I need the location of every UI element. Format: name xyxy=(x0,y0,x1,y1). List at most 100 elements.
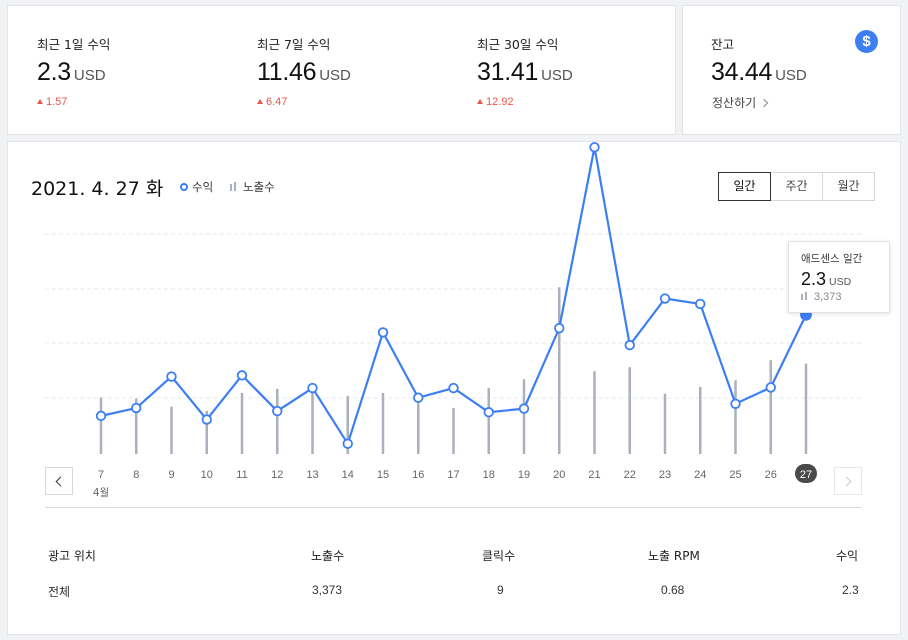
revenue-point xyxy=(272,405,283,417)
stat-unit: USD xyxy=(319,67,351,84)
x-tick-label: 24 xyxy=(694,469,706,481)
table-cell-position: 전체 xyxy=(48,585,71,599)
bar-chart-icon xyxy=(230,180,238,194)
prev-period-button[interactable] xyxy=(45,467,73,495)
impression-bar xyxy=(170,406,173,454)
x-tick-label: 26 xyxy=(765,469,777,481)
impression-bar xyxy=(240,392,244,454)
impression-bar xyxy=(699,387,702,454)
tab-daily[interactable]: 일간 xyxy=(718,172,771,201)
revenue-point xyxy=(483,407,494,418)
balance-unit: USD xyxy=(775,67,807,84)
revenue-point xyxy=(377,327,389,338)
table-header-impressions: 노출수 xyxy=(311,549,345,563)
x-tick-label: 8 xyxy=(133,469,139,481)
x-tick-label: 9 xyxy=(168,469,174,481)
stat-change-value: 12.92 xyxy=(486,96,514,108)
x-tick-label: 13 xyxy=(306,469,318,481)
impression-bar xyxy=(593,371,596,454)
tooltip-unit: USD xyxy=(829,276,852,288)
revenue-point xyxy=(131,402,142,414)
revenue-point xyxy=(307,382,318,394)
stat-label: 최근 1일 수익 xyxy=(37,37,111,52)
x-tick-label: 7 xyxy=(98,469,104,481)
period-tabs: 일간 주간 월간 xyxy=(718,172,875,201)
x-tick-label: 12 xyxy=(271,469,283,481)
next-period-button[interactable] xyxy=(834,467,862,495)
selected-day-pill xyxy=(795,464,817,483)
impression-bar xyxy=(346,395,349,454)
settlement-link-label: 정산하기 xyxy=(712,96,757,110)
stat-change: 6.47 xyxy=(257,96,287,108)
x-tick-label: 19 xyxy=(518,469,530,481)
circle-marker-icon xyxy=(180,183,188,191)
legend-impressions: 노출수 xyxy=(230,179,275,195)
revenue-point xyxy=(765,382,776,393)
revenue-point xyxy=(518,403,530,414)
impression-bar xyxy=(628,367,631,454)
x-tick-label: 20 xyxy=(553,469,565,481)
revenue-chart: 7 8 9 10 11 12 13 14 15 16 17 18 19 20 21 22 23 24 25 26 27 4… xyxy=(45,142,862,499)
balance-value: 34.44 USD xyxy=(711,58,807,87)
x-tick-label: 16 xyxy=(412,469,424,481)
balance-card: 잔고 $ 34.44 USD 정산하기 xyxy=(682,5,901,135)
revenue-point xyxy=(166,371,177,382)
revenue-point xyxy=(589,142,600,153)
tooltip-impressions-value: 3,373 xyxy=(814,291,842,303)
tooltip-value: 2.3 USD xyxy=(801,269,851,290)
stat-change-value: 6.47 xyxy=(266,96,288,108)
revenue-point xyxy=(730,398,741,409)
stat-number: 11.46 xyxy=(257,58,317,86)
revenue-point xyxy=(342,438,353,449)
impression-bar xyxy=(311,390,314,454)
impression-bar xyxy=(663,393,667,454)
stat-change-value: 1.57 xyxy=(46,96,68,108)
x-month-label: 4월 xyxy=(93,487,109,499)
settlement-link[interactable]: 정산하기 xyxy=(712,94,769,111)
stat-label: 최근 7일 수익 xyxy=(257,37,331,52)
impression-bar xyxy=(99,397,103,454)
impression-bar xyxy=(381,392,385,454)
x-tick-label: 23 xyxy=(659,469,671,481)
up-triangle-icon xyxy=(477,99,483,104)
revenue-point xyxy=(624,339,635,351)
x-tick-label: 25 xyxy=(729,469,741,481)
table-cell-clicks: 9 xyxy=(497,583,504,597)
chevron-right-icon xyxy=(759,98,769,108)
legend-revenue-label: 수익 xyxy=(192,180,214,194)
table-cell-revenue: 2.3 xyxy=(842,583,859,597)
table-header-position: 광고 위치 xyxy=(48,549,96,563)
chart-card: 2021. 4. 27 화 수익 노출수 일간 주간 월간 7 8 9 10 11 12 1… xyxy=(7,141,901,635)
impression-bar xyxy=(558,287,561,454)
stat-unit: USD xyxy=(73,67,106,84)
impression-bar xyxy=(135,398,138,454)
revenue-point xyxy=(695,298,706,310)
revenue-point xyxy=(448,382,459,394)
stat-label: 최근 30일 수익 xyxy=(477,37,559,52)
chevron-right-icon xyxy=(841,476,852,487)
x-tick-label: 11 xyxy=(236,469,247,481)
tooltip-number: 2.3 xyxy=(801,269,827,289)
stat-change: 12.92 xyxy=(477,96,514,108)
tab-weekly[interactable]: 주간 xyxy=(770,172,823,201)
impression-bar xyxy=(452,407,455,454)
stat-value: 11.46 USD xyxy=(257,58,351,87)
revenue-point xyxy=(201,414,212,425)
table-header-rpm: 노출 RPM xyxy=(648,549,700,563)
x-tick-label: 10 xyxy=(201,469,213,481)
stat-unit: USD xyxy=(541,67,573,84)
up-triangle-icon xyxy=(37,99,43,104)
impression-bar xyxy=(734,380,737,454)
divider xyxy=(45,507,862,508)
revenue-point xyxy=(236,370,248,381)
tab-monthly[interactable]: 월간 xyxy=(822,172,875,201)
table-header-revenue: 수익 xyxy=(836,549,859,563)
impression-bar xyxy=(205,410,208,454)
chart-tooltip: 애드센스 일간 2.3 USD 3,373 xyxy=(788,241,890,313)
balance-label: 잔고 xyxy=(711,37,735,52)
legend-impressions-label: 노출수 xyxy=(243,180,275,194)
tooltip-title: 애드센스 일간 xyxy=(801,253,863,265)
revenue-point xyxy=(413,392,424,403)
impression-bar xyxy=(487,388,490,454)
stat-number: 2.3 xyxy=(37,58,71,86)
